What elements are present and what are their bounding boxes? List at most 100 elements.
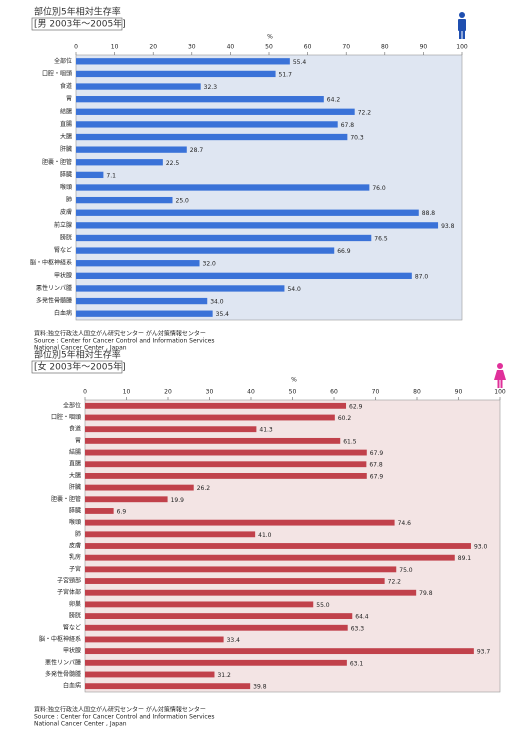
category-label: 食道	[69, 425, 81, 433]
category-label: 大腸	[69, 471, 81, 479]
category-label: 腎など	[54, 246, 72, 254]
subtitle-box	[31, 17, 123, 31]
category-label: 膀胱	[69, 612, 81, 620]
category-label: 腎など	[63, 623, 81, 631]
bar	[85, 496, 168, 503]
bar	[85, 461, 367, 468]
category-label: 甲状腺	[63, 647, 81, 655]
category-label: 全部位	[63, 401, 81, 409]
category-label: 脳・中枢神経系	[39, 635, 81, 643]
bar	[76, 146, 187, 153]
x-tick-label: 20	[164, 389, 172, 396]
category-label: 多発性骨髄腫	[45, 670, 81, 678]
x-tick-label: 20	[149, 44, 157, 51]
value-label: 66.9	[337, 248, 351, 255]
x-axis-label: %	[291, 377, 297, 384]
bar	[85, 414, 335, 421]
bar	[76, 247, 335, 254]
x-tick-label: 70	[342, 44, 350, 51]
category-label: 胃	[75, 437, 81, 444]
value-label: 62.9	[349, 403, 363, 410]
bar	[76, 83, 201, 90]
source-note: National Cancer Center , Japan	[34, 721, 127, 728]
value-label: 22.5	[166, 160, 180, 167]
bar	[76, 58, 290, 65]
x-tick-label: 100	[494, 389, 506, 396]
category-label: 口腔・咽頭	[42, 69, 72, 77]
bar	[85, 437, 341, 444]
category-label: 全部位	[54, 57, 72, 65]
x-tick-label: 50	[289, 389, 297, 396]
value-label: 60.2	[338, 415, 352, 422]
chart-subtitle: [男 2003年～2005年]	[34, 18, 126, 30]
category-label: 直腸	[69, 460, 81, 468]
category-label: 子宮	[69, 565, 81, 573]
x-tick-label: 90	[455, 389, 463, 396]
category-label: 胃	[66, 96, 72, 103]
category-label: 食道	[60, 82, 72, 90]
value-label: 74.6	[398, 520, 412, 527]
category-label: 喉頭	[60, 183, 72, 191]
x-tick-label: 10	[111, 44, 119, 51]
value-label: 54.0	[287, 286, 301, 293]
value-label: 88.8	[422, 210, 436, 217]
category-label: 膵臓	[60, 170, 72, 178]
value-label: 41.3	[259, 427, 273, 434]
bar	[76, 70, 276, 78]
value-label: 32.3	[204, 84, 218, 91]
value-label: 55.4	[293, 59, 307, 66]
value-label: 25.0	[176, 198, 190, 205]
x-tick-label: 30	[206, 389, 214, 396]
value-label: 67.8	[369, 462, 383, 469]
subtitle-box	[31, 360, 123, 374]
category-label: 脳・中枢神経系	[30, 259, 72, 267]
bar	[76, 209, 419, 216]
bar	[85, 531, 256, 538]
value-label: 67.8	[341, 122, 355, 129]
category-label: 膵臓	[69, 506, 81, 514]
bar	[85, 484, 194, 491]
category-label: 卵巣	[69, 600, 81, 608]
value-label: 34.0	[210, 299, 224, 306]
value-label: 70.3	[350, 135, 364, 142]
value-label: 19.9	[171, 497, 185, 504]
bar	[76, 297, 208, 305]
category-label: 肝臓	[69, 483, 81, 491]
source-note: Source : Center for Cancer Control and I…	[34, 714, 214, 721]
category-label: 子宮体部	[57, 588, 81, 596]
value-label: 87.0	[415, 273, 429, 280]
value-label: 63.1	[350, 660, 364, 667]
category-label: 前立腺	[54, 221, 72, 229]
x-tick-label: 80	[381, 44, 389, 51]
category-label: 甲状腺	[54, 271, 72, 279]
source-note: 資料:独立行政法人国立がん研究センター がん対策情報センター	[34, 330, 206, 338]
category-label: 結腸	[60, 107, 72, 115]
value-label: 72.2	[388, 579, 402, 586]
value-label: 51.7	[279, 71, 293, 78]
x-tick-label: 0	[74, 44, 78, 51]
bar	[76, 121, 338, 128]
category-label: 皮膚	[69, 542, 81, 550]
category-label: 肝臓	[60, 145, 72, 153]
bar	[85, 648, 474, 655]
category-label: 膀胱	[60, 233, 72, 241]
bar	[85, 426, 257, 433]
x-tick-label: 100	[456, 44, 468, 51]
bar	[76, 108, 355, 115]
bar	[85, 624, 348, 631]
value-label: 32.0	[203, 261, 217, 268]
bar	[85, 659, 347, 666]
category-label: 多発性骨髄腫	[36, 297, 72, 305]
x-axis-label: %	[267, 34, 273, 41]
bar	[76, 159, 163, 166]
female-icon	[494, 363, 506, 388]
male-icon	[458, 12, 466, 39]
category-label: 悪性リンパ腫	[45, 658, 81, 666]
value-label: 67.9	[370, 450, 384, 457]
x-tick-label: 60	[330, 389, 338, 396]
bar	[85, 554, 455, 561]
category-label: 肺	[66, 197, 72, 204]
source-note: National Cancer Center , Japan	[34, 345, 127, 352]
category-label: 大腸	[60, 133, 72, 141]
